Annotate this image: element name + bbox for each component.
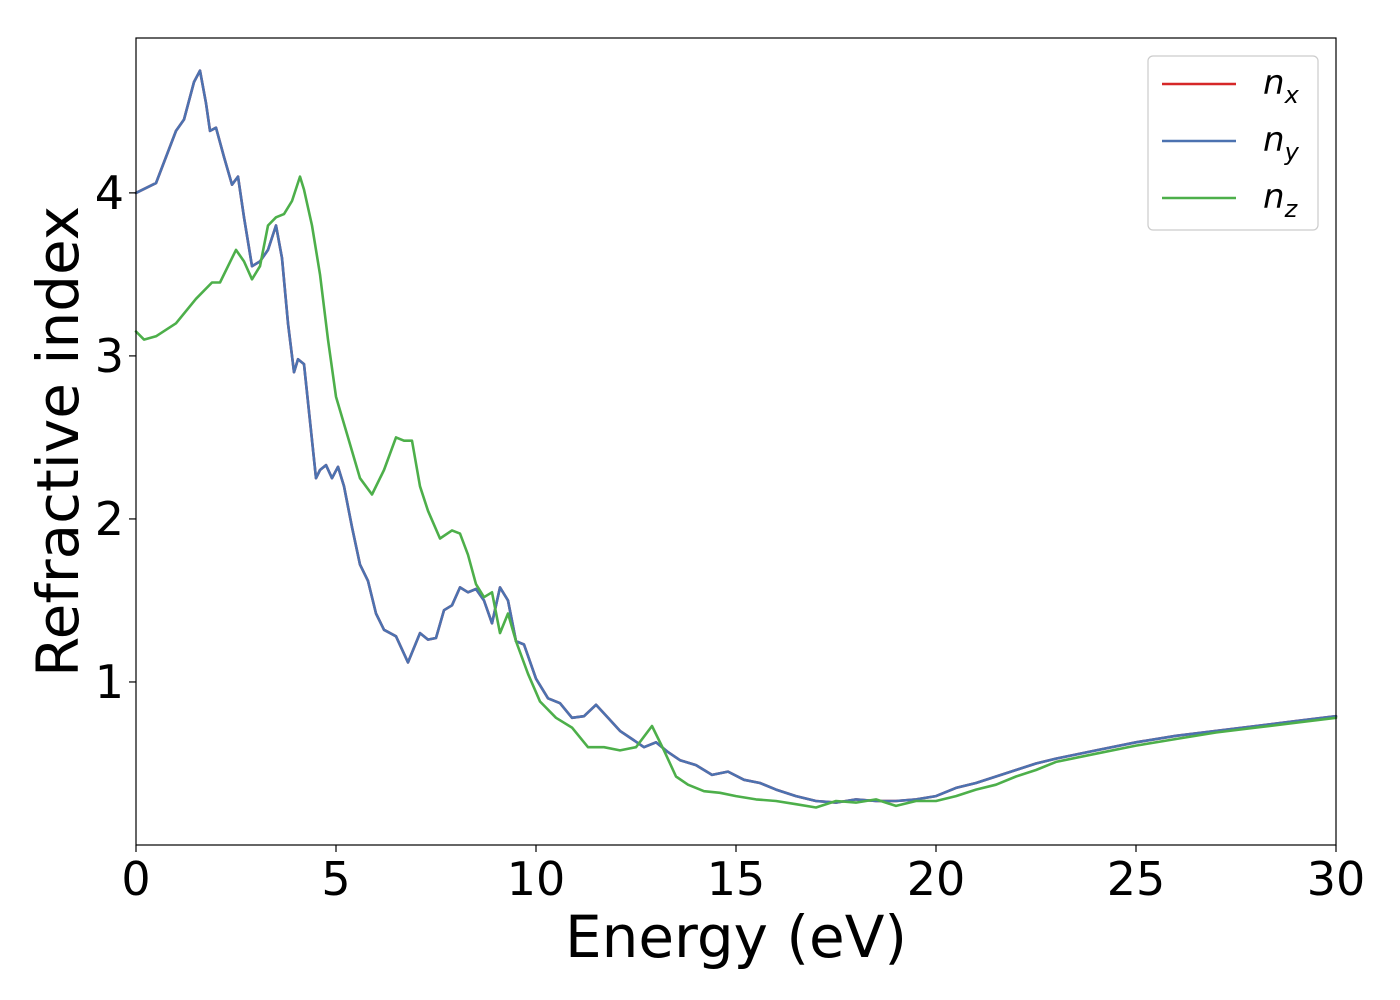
x-tick-label: 5 xyxy=(321,852,350,906)
y-tick-label: 3 xyxy=(95,329,124,383)
x-tick-label: 30 xyxy=(1307,852,1366,906)
y-tick-label: 1 xyxy=(95,655,124,709)
x-tick-label: 10 xyxy=(507,852,566,906)
x-axis-title: Energy (eV) xyxy=(565,903,907,971)
legend: nx ny nz xyxy=(1147,55,1319,231)
series-layer xyxy=(134,69,1338,809)
x-tick-label: 25 xyxy=(1107,852,1166,906)
x-tick-label: 0 xyxy=(121,852,150,906)
legend-label-x: nx xyxy=(1263,63,1300,109)
series-line-y xyxy=(134,69,1338,804)
ticks-layer: 0 5 10 15 20 25 30 1 2 3 4 xyxy=(95,166,1366,906)
y-axis-title: Refractive index xyxy=(24,206,92,677)
y-tick-label: 4 xyxy=(95,166,124,220)
x-tick-label: 15 xyxy=(707,852,766,906)
x-tick-label: 20 xyxy=(907,852,966,906)
legend-label-z: nz xyxy=(1263,177,1299,223)
series-line-z xyxy=(134,175,1338,809)
legend-label-y: ny xyxy=(1263,120,1300,166)
y-tick-label: 2 xyxy=(95,492,124,546)
legend-box xyxy=(1147,55,1319,231)
